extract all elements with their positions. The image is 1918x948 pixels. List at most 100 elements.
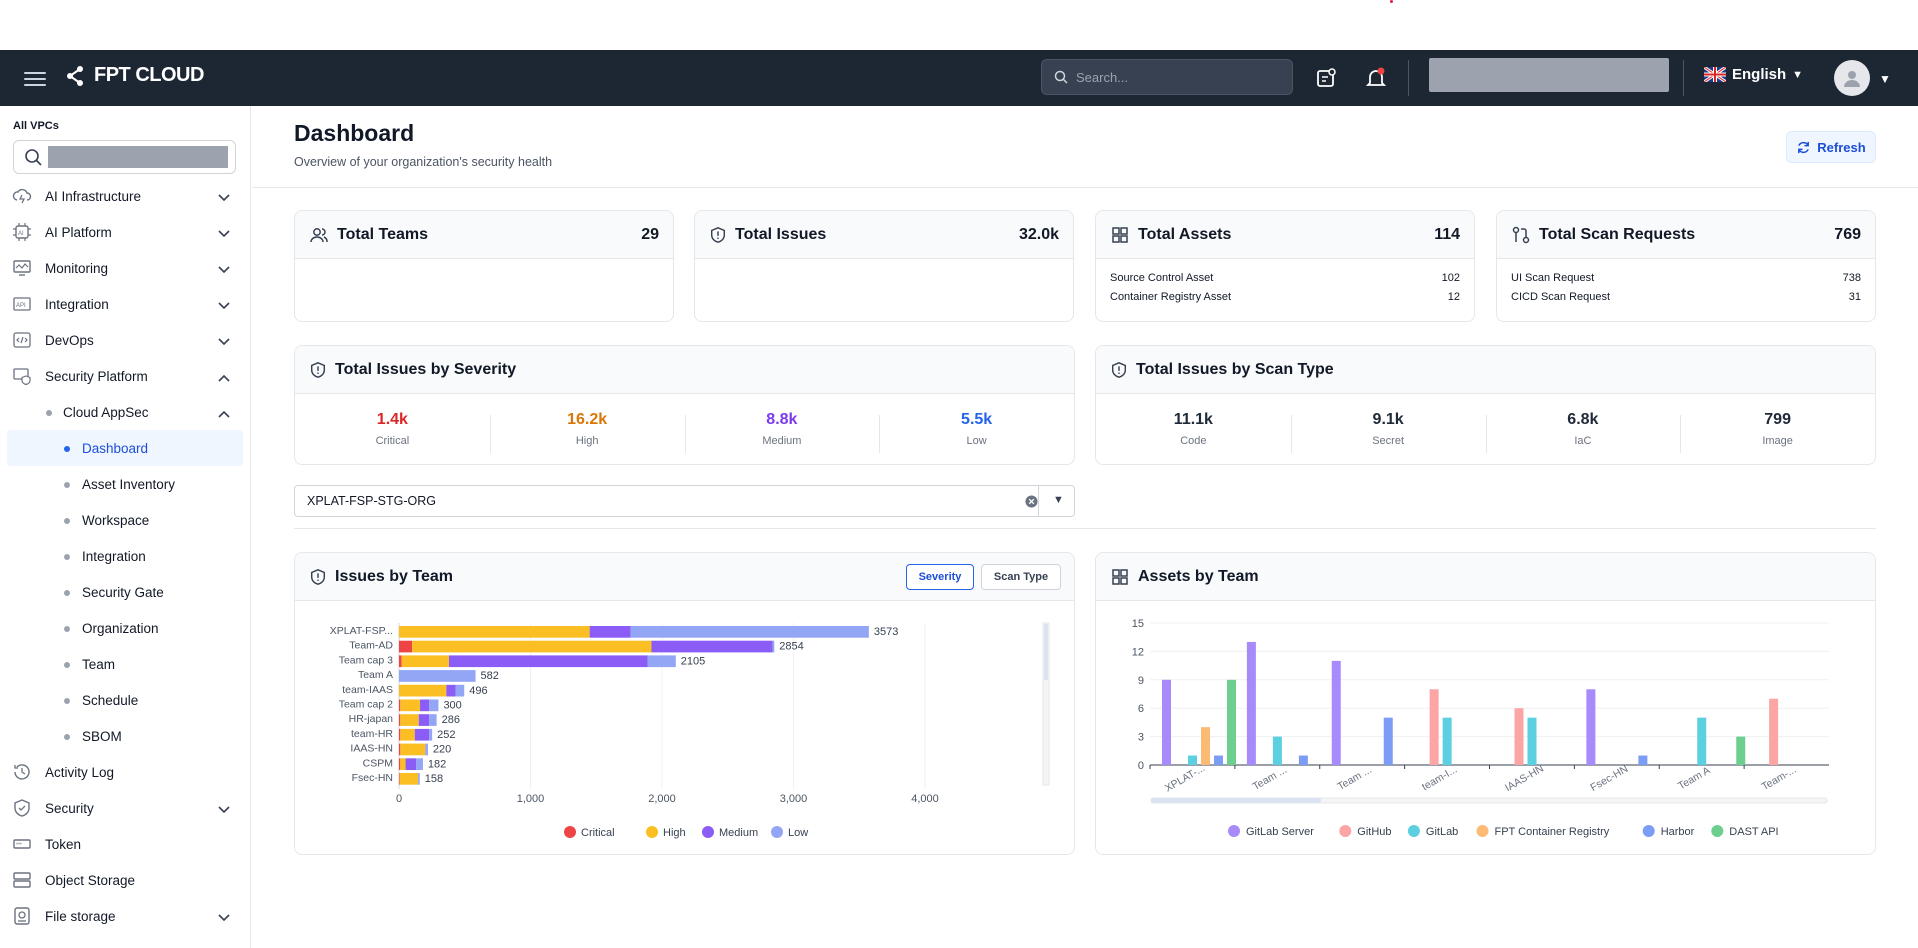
card-title: Assets by Team bbox=[1138, 567, 1259, 585]
bar-segment bbox=[399, 773, 419, 785]
user-avatar[interactable] bbox=[1834, 60, 1870, 96]
chevron-down-icon bbox=[218, 262, 230, 277]
y-tick-label: CSPM bbox=[363, 757, 393, 769]
chevron-down-icon bbox=[218, 226, 230, 241]
bar bbox=[1272, 736, 1282, 765]
sidebar-item-file-storage[interactable]: File storage bbox=[0, 898, 251, 934]
stat-value: 9.1k bbox=[1372, 411, 1404, 428]
sidebar-item-activity-log[interactable]: Activity Log bbox=[0, 754, 251, 790]
bar-segment bbox=[414, 728, 430, 741]
sidebar-item-integration-group[interactable]: API Integration bbox=[0, 286, 251, 322]
shield-alert-icon bbox=[1111, 361, 1127, 378]
object-storage-icon bbox=[12, 870, 32, 890]
scan-type-stat-code: 11.1k Code bbox=[1096, 411, 1291, 447]
clear-icon[interactable] bbox=[1025, 495, 1038, 511]
sidebar-item-schedule[interactable]: Schedule bbox=[0, 682, 251, 718]
sidebar-item-workspace[interactable]: Workspace bbox=[0, 502, 251, 538]
sidebar-item-label: Dashboard bbox=[82, 440, 149, 456]
total-scan-requests-card: Total Scan Requests 769 UI Scan Request 7… bbox=[1496, 210, 1876, 322]
sidebar-item-team[interactable]: Team bbox=[0, 646, 251, 682]
vpc-selector[interactable] bbox=[13, 140, 236, 174]
chevron-down-icon bbox=[218, 802, 230, 817]
scan-type-toggle-button[interactable]: Scan Type bbox=[981, 564, 1061, 590]
data-label: 2854 bbox=[779, 641, 803, 653]
redacted-account-box[interactable] bbox=[1429, 58, 1669, 92]
legend-label: Harbor bbox=[1661, 826, 1695, 838]
legend-label: FPT Container Registry bbox=[1495, 826, 1610, 838]
sidebar-item-organization[interactable]: Organization bbox=[0, 610, 251, 646]
y-tick-label: 6 bbox=[1138, 703, 1144, 715]
bar-segment bbox=[416, 758, 423, 770]
sidebar-item-security[interactable]: Security bbox=[0, 790, 251, 826]
sidebar-item-ai-infrastructure[interactable]: AI Infrastructure bbox=[0, 178, 251, 214]
sidebar-item-security-gate[interactable]: Security Gate bbox=[0, 574, 251, 610]
sidebar-item-sbom[interactable]: SBOM bbox=[0, 718, 251, 754]
sidebar-item-dashboard[interactable]: Dashboard bbox=[7, 430, 243, 466]
sidebar-item-ai-platform[interactable]: AI AI Platform bbox=[0, 214, 251, 250]
y-tick-label: 15 bbox=[1132, 618, 1144, 630]
data-label: 286 bbox=[442, 714, 460, 726]
stat-value: 8.8k bbox=[766, 411, 798, 428]
user-menu-caret-icon[interactable]: ▼ bbox=[1879, 72, 1891, 86]
asset-row: Container Registry Asset 12 bbox=[1096, 287, 1474, 306]
main-content: Dashboard Overview of your organization'… bbox=[252, 106, 1918, 948]
global-search[interactable] bbox=[1041, 59, 1293, 95]
card-header: Total Teams 29 bbox=[295, 211, 673, 259]
sidebar: All VPCs AI Infrastructure AI AI Platfor… bbox=[0, 106, 251, 948]
sidebar-item-asset-inventory[interactable]: Asset Inventory bbox=[0, 466, 251, 502]
bar-segment bbox=[425, 743, 428, 756]
bar-segment bbox=[651, 640, 773, 653]
sidebar-item-label: AI Platform bbox=[45, 224, 112, 240]
sidebar-menu: AI Infrastructure AI AI Platform Monitor… bbox=[0, 186, 251, 942]
card-title: Issues by Team bbox=[335, 567, 453, 585]
language-selector[interactable]: English ▼ bbox=[1704, 66, 1803, 83]
sidebar-item-object-storage[interactable]: Object Storage bbox=[0, 862, 251, 898]
fpt-logo-icon bbox=[67, 65, 83, 86]
data-label: 220 bbox=[433, 744, 451, 756]
total-teams-card: Total Teams 29 bbox=[294, 210, 674, 322]
x-tick-label: Fsec-HN bbox=[1588, 763, 1630, 794]
navbar-divider bbox=[1408, 60, 1409, 96]
sidebar-item-integration[interactable]: Integration bbox=[0, 538, 251, 574]
bar bbox=[1514, 708, 1524, 765]
issues-by-severity-card: Total Issues by Severity 1.4k Critical 16… bbox=[294, 345, 1075, 465]
row-key: UI Scan Request bbox=[1511, 271, 1595, 284]
legend-marker bbox=[702, 826, 714, 838]
card-title: Total Issues by Severity bbox=[335, 360, 517, 378]
chevron-down-icon bbox=[218, 190, 230, 205]
bar-segment bbox=[400, 728, 415, 741]
total-assets-card: Total Assets 114 Source Control Asset 102… bbox=[1095, 210, 1475, 322]
card-header: Total Issues 32.0k bbox=[695, 211, 1073, 259]
refresh-button[interactable]: Refresh bbox=[1786, 131, 1876, 163]
ai-platform-icon: AI bbox=[12, 222, 32, 242]
sidebar-item-label: Security Gate bbox=[82, 584, 164, 600]
card-value: 769 bbox=[1834, 225, 1861, 243]
sidebar-item-token[interactable]: *** Token bbox=[0, 826, 251, 862]
notification-bell-icon[interactable] bbox=[1364, 66, 1388, 90]
dropdown-caret-icon[interactable]: ▼ bbox=[1053, 494, 1064, 506]
card-value: 32.0k bbox=[1018, 225, 1059, 243]
sidebar-item-devops[interactable]: DevOps bbox=[0, 322, 251, 358]
sidebar-item-label: Token bbox=[45, 836, 82, 852]
chevron-down-icon bbox=[218, 334, 230, 349]
organization-select[interactable]: XPLAT-FSP-STG-ORG ▼ bbox=[294, 485, 1075, 517]
notes-icon[interactable] bbox=[1314, 66, 1338, 90]
sidebar-item-cloud-appsec[interactable]: Cloud AppSec bbox=[0, 394, 251, 430]
bullet-dot bbox=[64, 446, 70, 452]
svg-text:AI: AI bbox=[18, 231, 24, 237]
search-input[interactable] bbox=[1076, 69, 1276, 85]
sidebar-item-security-platform[interactable]: Security Platform bbox=[0, 358, 251, 394]
stat-label: IaC bbox=[1574, 435, 1592, 447]
bar-segment bbox=[412, 640, 652, 653]
hamburger-menu-icon[interactable] bbox=[24, 68, 46, 88]
brand-logo[interactable]: FPT CLOUD bbox=[64, 64, 204, 87]
bar-segment bbox=[400, 743, 426, 756]
token-icon: *** bbox=[12, 834, 32, 854]
row-key: CICD Scan Request bbox=[1511, 290, 1611, 303]
sidebar-item-label: Team bbox=[82, 656, 116, 672]
sidebar-item-label: Monitoring bbox=[45, 260, 109, 276]
caret-down-icon: ▼ bbox=[1792, 68, 1804, 81]
severity-toggle-button[interactable]: Severity bbox=[906, 564, 974, 590]
sidebar-item-monitoring[interactable]: Monitoring bbox=[0, 250, 251, 286]
legend-label: Low bbox=[788, 827, 808, 839]
